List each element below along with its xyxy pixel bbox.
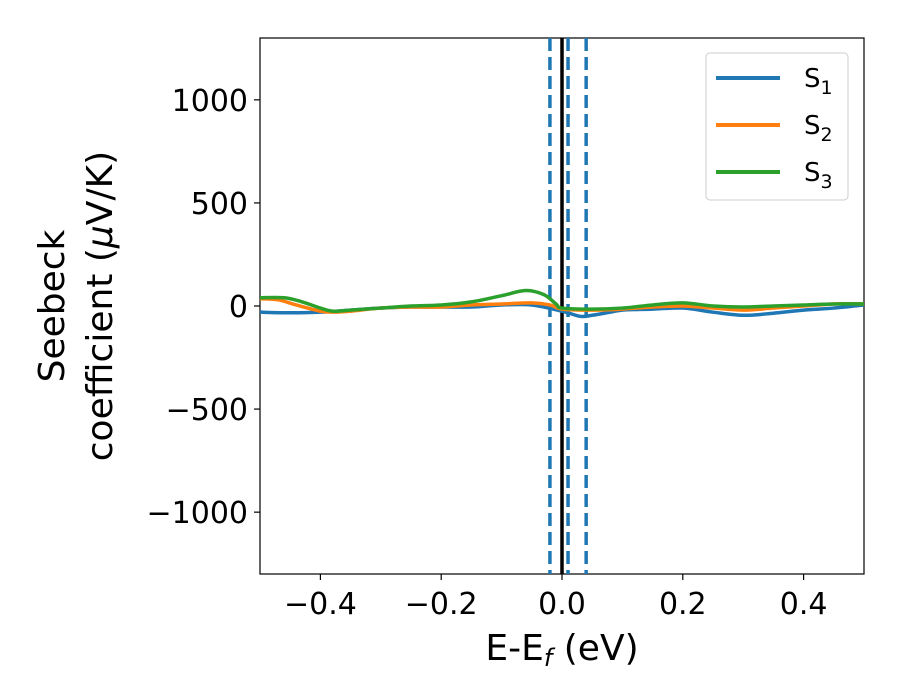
y-axis-title-line2: coefficient (μV/K)	[80, 151, 121, 461]
y-axis-title: Seebeck coefficient (μV/K)	[32, 151, 121, 461]
y-axis-title-line1: Seebeck	[32, 229, 73, 382]
x-tick-label: 0.4	[780, 587, 828, 622]
series-line-s3	[259, 288, 865, 313]
y-tick-label: −500	[166, 393, 248, 428]
x-tick-label: 0.2	[659, 587, 707, 622]
x-tick-label: 0.0	[538, 587, 586, 622]
y-tick-label: 500	[191, 187, 248, 222]
legend-items: S1 S2 S3	[716, 64, 833, 193]
legend-label-s2: S2	[804, 111, 833, 146]
legend: S1 S2 S3	[705, 52, 849, 201]
x-tick-label: −0.4	[284, 587, 357, 622]
x-tick-label: −0.2	[405, 587, 478, 622]
x-axis-title: E-Ef (eV)	[485, 628, 638, 672]
series-layer	[259, 288, 865, 319]
ticks-layer: −0.4 −0.2 0.0 0.2 0.4 −1000 −500 0 500 1000	[147, 84, 828, 622]
y-tick-label: −1000	[147, 496, 248, 531]
y-tick-label: 0	[229, 290, 248, 325]
legend-label-s3: S3	[804, 158, 833, 193]
legend-label-s1: S1	[804, 64, 833, 99]
y-tick-label: 1000	[172, 84, 248, 119]
